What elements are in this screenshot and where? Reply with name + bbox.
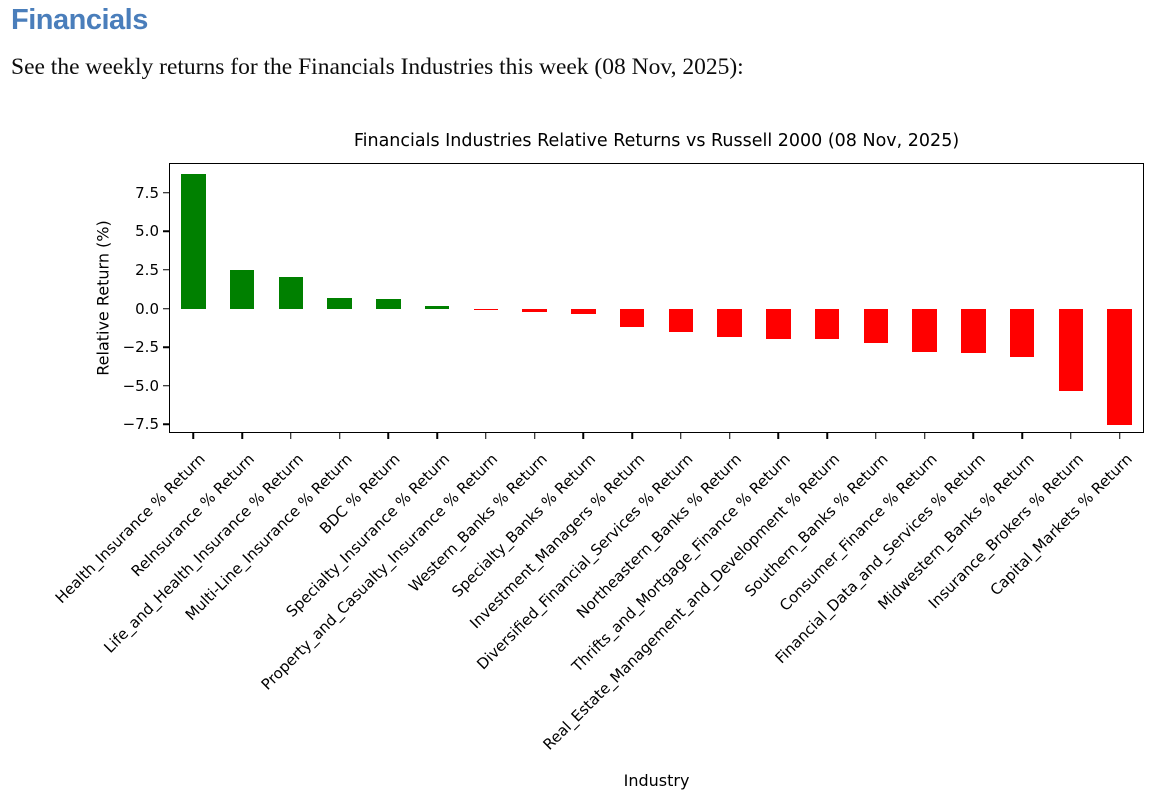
y-tick-mark (163, 307, 169, 310)
chart-title: Financials Industries Relative Returns v… (353, 131, 960, 151)
x-tick-mark (875, 433, 877, 439)
chart-bar (376, 298, 401, 309)
x-tick-mark (680, 433, 682, 439)
y-tick-label: −5.0 (122, 376, 159, 395)
y-tick-mark (163, 385, 169, 387)
chart-bar (424, 306, 450, 309)
chart-bar (717, 308, 742, 338)
chart-bar (571, 308, 596, 314)
x-tick-mark (728, 433, 731, 439)
x-axis-label: Industry (623, 771, 690, 790)
y-tick-mark (163, 423, 169, 426)
plot-area (169, 163, 1144, 433)
chart-bar (668, 308, 694, 332)
chart-bar (863, 308, 889, 344)
chart-bar (181, 174, 206, 309)
x-tick-mark (923, 433, 926, 439)
chart-bar (473, 308, 499, 311)
y-tick-label: 5.0 (135, 222, 159, 241)
y-tick-label: −7.5 (122, 415, 159, 434)
y-tick-label: 0.0 (135, 299, 159, 318)
chart-bar (1009, 308, 1035, 358)
chart-bar (327, 297, 352, 309)
x-tick-mark (1070, 433, 1072, 439)
chart-bar (619, 308, 645, 328)
y-tick-label: 7.5 (135, 183, 159, 202)
chart-bar (229, 269, 255, 309)
x-tick-label: Investment_Managers % Return (465, 450, 648, 633)
x-tick-mark (387, 433, 390, 439)
x-tick-mark (290, 433, 292, 439)
chart-bar (522, 308, 547, 312)
x-tick-mark (777, 433, 780, 439)
y-tick-mark (163, 191, 169, 194)
x-tick-mark (1021, 433, 1023, 439)
x-tick-mark (972, 433, 975, 439)
x-tick-mark (826, 433, 828, 439)
x-tick-mark (1118, 433, 1121, 439)
x-tick-mark (485, 433, 487, 439)
chart-bar (814, 308, 840, 340)
chart-bar (1107, 308, 1132, 426)
chart-bar (766, 308, 791, 339)
y-tick-mark (163, 346, 169, 348)
chart-bar (278, 276, 304, 309)
x-tick-mark (631, 433, 633, 439)
y-tick-label: −2.5 (122, 338, 159, 357)
x-tick-mark (338, 433, 341, 439)
y-tick-mark (163, 269, 169, 271)
y-tick-label: 2.5 (135, 260, 159, 279)
y-tick-mark (163, 230, 169, 233)
chart-bar (1058, 308, 1084, 392)
x-tick-mark (192, 433, 195, 439)
x-tick-mark (241, 433, 243, 439)
x-tick-mark (582, 433, 585, 439)
chart-bar (912, 308, 937, 352)
x-tick-label: Life_and_Health_Insurance % Return (100, 450, 307, 657)
page-heading: Financials (11, 4, 148, 36)
page-subtitle: See the weekly returns for the Financial… (11, 54, 744, 80)
x-tick-mark (436, 433, 438, 439)
x-tick-mark (533, 433, 536, 439)
chart-bar (961, 308, 986, 353)
